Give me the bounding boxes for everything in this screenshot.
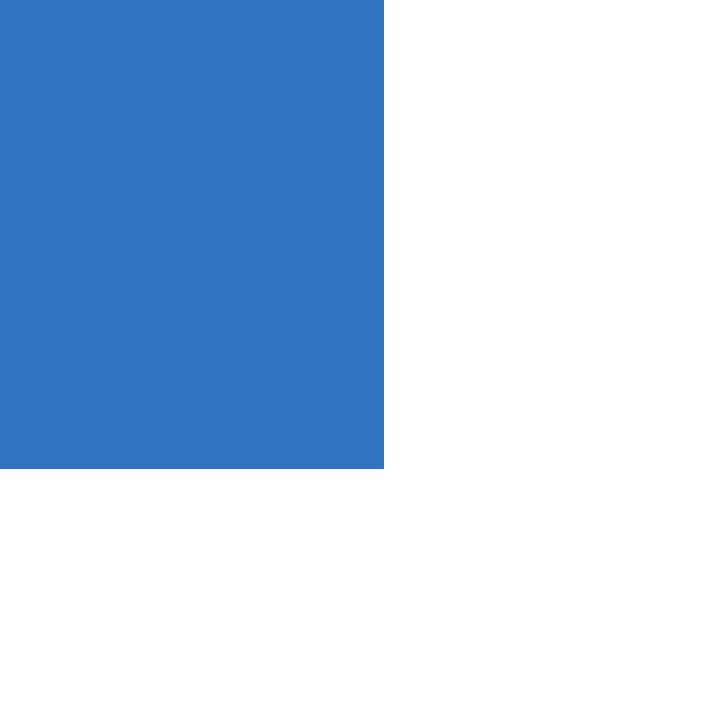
blue-rectangle [0,0,384,469]
